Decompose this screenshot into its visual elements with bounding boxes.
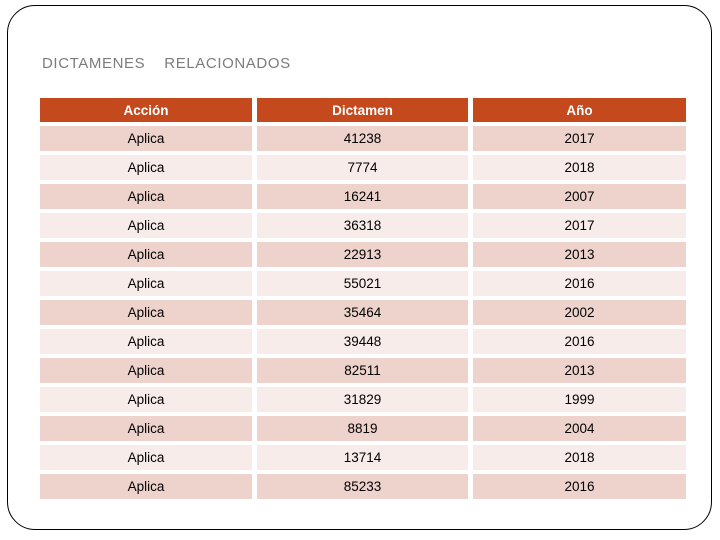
table-row: Aplica 13714 2018 (40, 445, 686, 470)
cell-ano: 2004 (473, 416, 686, 441)
dictamenes-table: Acción Dictamen Año Aplica 41238 2017 Ap… (40, 98, 686, 503)
cell-ano: 2016 (473, 474, 686, 499)
cell-accion: Aplica (40, 184, 252, 209)
cell-accion: Aplica (40, 271, 252, 296)
cell-accion: Aplica (40, 213, 252, 238)
cell-dictamen: 22913 (257, 242, 468, 267)
cell-accion: Aplica (40, 300, 252, 325)
cell-accion: Aplica (40, 242, 252, 267)
column-header-accion: Acción (40, 98, 252, 122)
cell-dictamen: 13714 (257, 445, 468, 470)
cell-ano: 2013 (473, 242, 686, 267)
table-row: Aplica 7774 2018 (40, 155, 686, 180)
cell-accion: Aplica (40, 329, 252, 354)
cell-dictamen: 16241 (257, 184, 468, 209)
cell-ano: 2007 (473, 184, 686, 209)
table-row: Aplica 35464 2002 (40, 300, 686, 325)
cell-dictamen: 85233 (257, 474, 468, 499)
table-row: Aplica 82511 2013 (40, 358, 686, 383)
cell-accion: Aplica (40, 358, 252, 383)
cell-dictamen: 8819 (257, 416, 468, 441)
cell-accion: Aplica (40, 445, 252, 470)
cell-accion: Aplica (40, 416, 252, 441)
page-title: DICTAMENES RELACIONADOS (42, 55, 291, 72)
table-body: Aplica 41238 2017 Aplica 7774 2018 Aplic… (40, 126, 686, 499)
table-row: Aplica 8819 2004 (40, 416, 686, 441)
cell-accion: Aplica (40, 155, 252, 180)
cell-dictamen: 35464 (257, 300, 468, 325)
table-row: Aplica 16241 2007 (40, 184, 686, 209)
cell-accion: Aplica (40, 387, 252, 412)
column-header-dictamen: Dictamen (257, 98, 468, 122)
cell-ano: 2017 (473, 126, 686, 151)
table-row: Aplica 55021 2016 (40, 271, 686, 296)
cell-ano: 2018 (473, 155, 686, 180)
column-header-ano: Año (473, 98, 686, 122)
cell-ano: 2017 (473, 213, 686, 238)
table-row: Aplica 85233 2016 (40, 474, 686, 499)
table-row: Aplica 31829 1999 (40, 387, 686, 412)
cell-dictamen: 36318 (257, 213, 468, 238)
cell-accion: Aplica (40, 126, 252, 151)
table-row: Aplica 41238 2017 (40, 126, 686, 151)
cell-ano: 2018 (473, 445, 686, 470)
table-header-row: Acción Dictamen Año (40, 98, 686, 122)
table-row: Aplica 36318 2017 (40, 213, 686, 238)
cell-ano: 2002 (473, 300, 686, 325)
cell-dictamen: 31829 (257, 387, 468, 412)
cell-dictamen: 41238 (257, 126, 468, 151)
cell-ano: 2016 (473, 271, 686, 296)
cell-dictamen: 7774 (257, 155, 468, 180)
cell-ano: 1999 (473, 387, 686, 412)
cell-dictamen: 82511 (257, 358, 468, 383)
cell-ano: 2013 (473, 358, 686, 383)
cell-ano: 2016 (473, 329, 686, 354)
cell-accion: Aplica (40, 474, 252, 499)
table-row: Aplica 22913 2013 (40, 242, 686, 267)
table-row: Aplica 39448 2016 (40, 329, 686, 354)
cell-dictamen: 39448 (257, 329, 468, 354)
cell-dictamen: 55021 (257, 271, 468, 296)
